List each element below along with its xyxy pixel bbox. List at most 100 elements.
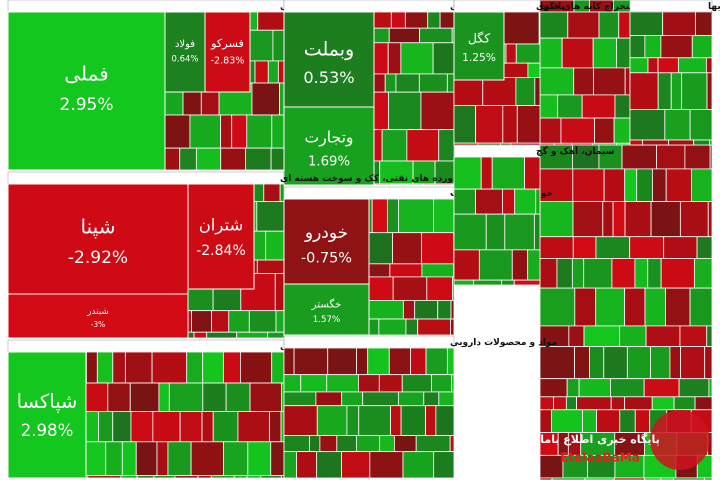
filler-tile [418,73,448,93]
stock-change: 0.64% [171,55,198,65]
filler-tile [222,351,241,384]
filler-tile [189,114,222,149]
filler-tile [398,198,435,234]
filler-tile [107,382,131,412]
filler-tile [419,27,453,44]
filler-tile [680,346,706,380]
filler-tile [316,405,348,436]
filler-tile [270,441,285,477]
filler-tile [582,409,597,434]
filler-tile [346,405,360,436]
stock-change: 1.69% [308,155,350,170]
sector-header [629,0,713,13]
filler-tile [211,310,230,333]
filler-tile [120,475,138,479]
filler-tile [583,258,613,289]
filler-tile [612,201,626,238]
filler-tile [567,11,600,39]
stock-tile [7,351,87,479]
filler-tile [539,236,574,259]
stock-change: 1.25% [462,51,496,64]
filler-tile [706,72,713,110]
filler-tile [121,441,137,477]
filler-tile [539,258,558,289]
filler-tile [500,142,512,146]
filler-tile [453,142,479,146]
filler-tile [708,378,713,398]
filler-tile [664,109,691,141]
filler-tile [616,37,631,69]
stock-change: -3% [91,320,106,329]
filler-tile [576,396,612,411]
filler-tile [596,409,621,434]
stock-name: خودرو [304,223,348,243]
filler-tile [551,409,583,434]
filler-tile [694,396,713,411]
filler-tile [642,139,669,146]
filler-tile [437,300,452,320]
stock-tile [283,198,370,285]
filler-tile [405,318,419,336]
filler-tile [656,144,686,170]
filler-tile [510,142,541,146]
filler-tile [453,105,477,144]
sector-header [7,339,285,353]
filler-tile [341,391,364,407]
filler-tile [438,129,455,162]
filler-tile [681,72,708,110]
filler-tile [378,318,407,336]
filler-tile [391,183,406,186]
filler-tile [358,405,392,436]
filler-tile [678,378,710,398]
filler-tile [368,300,404,320]
filler-tile [195,147,222,171]
filler-tile [202,382,227,412]
filler-tile [393,435,417,453]
stock-change: -2.84% [196,243,246,259]
filler-tile [257,11,285,31]
filler-tile [248,310,277,333]
filler-tile [689,287,713,327]
filler-tile [539,378,568,398]
filler-tile [387,42,402,75]
filler-tile [86,351,98,384]
filler-tile [421,263,455,278]
filler-tile [153,475,176,479]
filler-tile [670,72,683,110]
filler-tile [251,82,281,116]
filler-tile [446,347,455,376]
sector-title: مواد و محصولات دارویی [450,338,557,348]
filler-tile [193,331,208,339]
filler-tile [400,42,434,75]
filler-tile [275,310,285,333]
filler-tile [533,213,541,251]
filler-tile [689,109,713,141]
filler-tile [475,105,504,144]
filler-tile [568,325,585,348]
filler-tile [502,188,516,215]
watermark-brand: EtelaaBaMa [560,451,640,465]
filler-tile [384,73,397,93]
stock-name: فسرکو [210,37,244,51]
filler-tile [438,391,455,407]
filler-tile [158,382,170,412]
filler-tile [652,168,667,202]
filler-tile [228,310,250,333]
filler-tile [643,378,680,398]
filler-tile [254,60,269,84]
filler-tile [417,318,451,336]
filler-tile [539,409,552,434]
stock-tile [283,11,375,108]
filler-tile [539,117,562,144]
filler-tile [706,325,713,348]
filler-tile [513,279,541,286]
filler-tile [453,77,484,106]
filler-tile [389,263,423,278]
filler-tile [511,249,529,281]
filler-tile [404,183,424,186]
filler-tile [202,351,224,384]
filler-tile [572,236,597,259]
stock-name: وتجارت [305,129,354,148]
filler-tile [356,347,369,376]
filler-tile [453,188,477,215]
